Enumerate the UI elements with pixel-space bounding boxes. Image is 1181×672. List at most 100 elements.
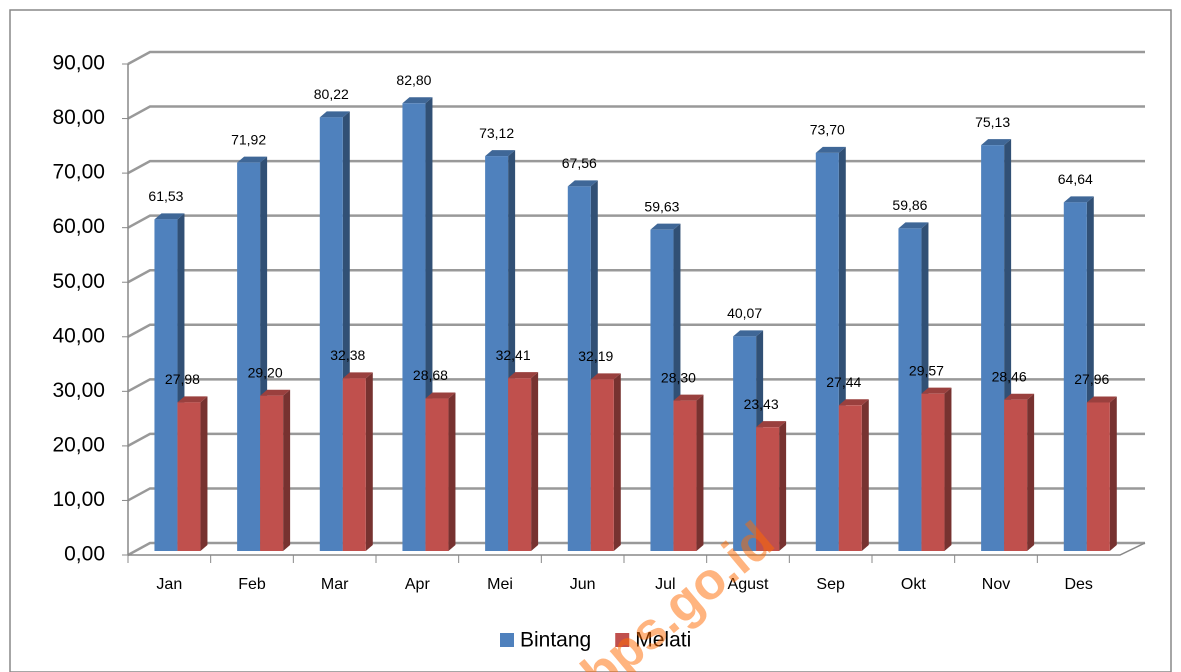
value-label: 40,07 (727, 305, 762, 321)
grid-line (127, 487, 1145, 502)
bar (650, 229, 674, 551)
value-label: 32,19 (578, 348, 613, 364)
grid-line (127, 214, 1145, 229)
x-tick-label: Sep (816, 576, 845, 593)
grid-line (127, 268, 1145, 284)
value-label: 73,70 (810, 122, 845, 138)
y-tick-label: 50,00 (52, 270, 105, 293)
bar (590, 379, 614, 551)
value-label: 29,20 (248, 364, 283, 380)
grid-line (127, 159, 1145, 175)
bar (319, 117, 343, 551)
bar-top (425, 392, 456, 399)
bar-top (567, 180, 598, 187)
bar (260, 395, 284, 551)
bar (425, 398, 449, 551)
bar-top (342, 372, 373, 379)
bar-side (696, 394, 704, 551)
value-label: 29,57 (909, 362, 944, 378)
y-tick-label: 20,00 (52, 433, 105, 456)
bar (733, 336, 757, 551)
bar-side (448, 392, 456, 551)
bar-side (861, 399, 869, 551)
bar (898, 228, 922, 551)
value-label: 75,13 (975, 114, 1010, 130)
value-label: 59,63 (644, 198, 679, 214)
value-label: 73,12 (479, 125, 514, 141)
bar (756, 427, 780, 551)
bar-top (733, 330, 764, 337)
y-tick-label: 40,00 (52, 324, 105, 347)
grid-line (127, 541, 1145, 557)
y-tick-label: 80,00 (52, 106, 105, 129)
bar-side (1027, 393, 1035, 551)
bar-side (613, 373, 621, 551)
bar (508, 378, 532, 551)
bar-side (1109, 396, 1117, 551)
bar (485, 156, 509, 551)
bar (673, 400, 697, 551)
bar-top (177, 396, 208, 403)
bar-top (590, 373, 621, 380)
grid-line (127, 105, 1145, 120)
bar-top (898, 222, 929, 229)
value-label: 27,96 (1074, 371, 1109, 387)
legend-label: Bintang (520, 629, 591, 652)
bar-top (815, 146, 846, 153)
grid-line (127, 432, 1145, 447)
bar (815, 152, 839, 552)
y-tick-label: 0,00 (64, 543, 105, 566)
bar-top (838, 399, 869, 406)
value-label: 27,98 (165, 371, 200, 387)
x-tick-label: Des (1064, 576, 1092, 593)
value-label: 61,53 (148, 188, 183, 204)
legend-swatch (500, 633, 514, 647)
bar (1004, 399, 1028, 551)
x-tick-label: Okt (901, 576, 926, 593)
bar (342, 378, 366, 551)
value-label: 28,30 (661, 369, 696, 385)
bar-top (319, 111, 350, 118)
x-tick-label: Agust (728, 576, 769, 593)
bar-top (485, 150, 516, 157)
value-label: 28,46 (992, 368, 1027, 384)
x-tick-label: Apr (405, 576, 431, 593)
x-tick-label: Jun (570, 576, 596, 593)
bar-side (779, 421, 787, 551)
y-tick-label: 70,00 (52, 161, 105, 184)
bar-top (1063, 196, 1094, 203)
bar-side (944, 387, 952, 551)
x-tick-label: Jul (655, 576, 675, 593)
bar-top (508, 372, 539, 379)
bar (567, 186, 591, 551)
y-tick-label: 60,00 (52, 215, 105, 238)
bar-top (1004, 393, 1035, 400)
y-tick-label: 90,00 (52, 52, 105, 75)
bar-top (260, 389, 291, 396)
bar-top (237, 156, 268, 163)
value-label: 82,80 (396, 72, 431, 88)
value-label: 32,41 (496, 347, 531, 363)
bar (981, 145, 1005, 551)
bar-top (650, 223, 681, 230)
grid-line (127, 50, 1145, 66)
bar-top (756, 421, 787, 428)
legend-label: Melati (635, 629, 691, 652)
value-label: 23,43 (744, 396, 779, 412)
bar-side (531, 372, 539, 551)
value-label: 67,56 (562, 155, 597, 171)
grid-line (127, 323, 1145, 338)
bar (1086, 402, 1110, 551)
value-label: 80,22 (314, 86, 349, 102)
bar (921, 393, 945, 551)
x-tick-label: Jan (156, 576, 182, 593)
x-tick-label: Feb (238, 576, 266, 593)
value-label: 28,68 (413, 367, 448, 383)
bar-top (402, 97, 433, 104)
bar (177, 402, 201, 551)
x-tick-label: Mei (487, 576, 513, 593)
y-tick-label: 10,00 (52, 488, 105, 511)
bar-side (200, 396, 208, 551)
y-tick-label: 30,00 (52, 379, 105, 402)
